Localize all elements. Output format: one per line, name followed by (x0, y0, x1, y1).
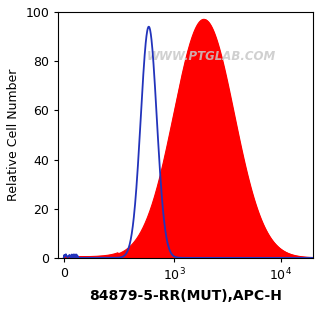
Y-axis label: Relative Cell Number: Relative Cell Number (7, 69, 20, 201)
Text: WWW.PTGLAB.COM: WWW.PTGLAB.COM (147, 50, 276, 63)
X-axis label: 84879-5-RR(MUT),APC-H: 84879-5-RR(MUT),APC-H (89, 289, 282, 303)
